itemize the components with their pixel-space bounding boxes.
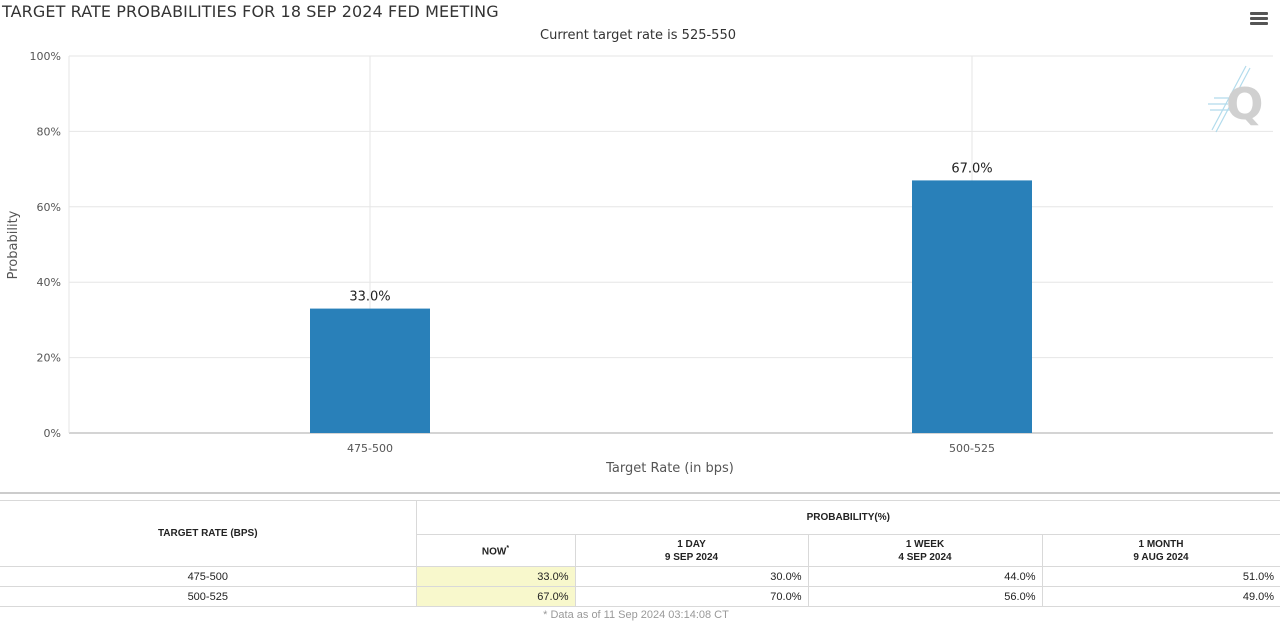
one-day-column-header: 1 DAY 9 SEP 2024 (574, 534, 809, 567)
y-tick-label: 60% (37, 201, 61, 214)
one-month-cell: 49.0% (1041, 586, 1280, 607)
one-month-label: 1 MONTH (1138, 538, 1184, 550)
bar-500-525[interactable] (912, 180, 1032, 433)
data-timestamp-footnote: * Data as of 11 Sep 2024 03:14:08 CT (543, 609, 729, 621)
y-tick-label: 20% (37, 352, 61, 365)
one-day-cell: 30.0% (574, 566, 809, 587)
target-rate-header: TARGET RATE (BPS) (0, 500, 417, 567)
one-month-cell: 51.0% (1041, 566, 1280, 587)
data-label: 67.0% (951, 161, 992, 176)
probability-header: PROBABILITY(%) (415, 500, 1280, 535)
x-axis-title: Target Rate (in bps) (605, 461, 734, 476)
one-week-cell: 56.0% (807, 586, 1043, 607)
x-tick-label: 500-525 (949, 442, 995, 455)
rate-cell: 500-525 (0, 586, 417, 607)
y-tick-label: 0% (44, 427, 61, 440)
chart-area: TARGET RATE PROBABILITIES FOR 18 SEP 202… (2, 2, 1273, 476)
rate-cell: 475-500 (0, 566, 417, 587)
one-week-cell: 44.0% (807, 566, 1043, 587)
q-logo-icon: Q (1208, 65, 1263, 133)
y-tick-label: 80% (37, 125, 61, 138)
one-month-date: 9 AUG 2024 (1133, 551, 1189, 563)
now-label: NOW (481, 546, 507, 558)
chart-title: TARGET RATE PROBABILITIES FOR 18 SEP 202… (2, 2, 499, 21)
y-axis-title: Probability (6, 210, 21, 279)
bar-475-500[interactable] (310, 308, 430, 433)
now-asterisk: * (506, 545, 510, 553)
table-row: 475-500 33.0% 30.0% 44.0% 51.0% (0, 566, 1280, 587)
now-cell: 67.0% (415, 586, 576, 607)
y-tick-label: 40% (37, 276, 61, 289)
now-column-header: NOW* (415, 534, 576, 567)
bar-chart: Q 0% 20% 40% 60% 80% 100% 33.0% 475-500 67.0% 500… (6, 50, 1273, 476)
one-week-label: 1 WEEK (905, 538, 945, 550)
hamburger-menu-icon[interactable] (1250, 12, 1268, 28)
data-label: 33.0% (349, 290, 390, 305)
probability-table: TARGET RATE (BPS) PROBABILITY(%) NOW* 1 … (0, 500, 1280, 607)
chart-subtitle: Current target rate is 525-550 (540, 28, 736, 43)
one-day-date: 9 SEP 2024 (664, 551, 719, 563)
one-day-cell: 70.0% (574, 586, 809, 607)
x-tick-label: 475-500 (347, 442, 393, 455)
one-day-label: 1 DAY (677, 538, 706, 550)
divider (0, 492, 1280, 494)
one-week-date: 4 SEP 2024 (898, 551, 952, 563)
y-tick-label: 100% (30, 50, 61, 63)
one-week-column-header: 1 WEEK 4 SEP 2024 (807, 534, 1043, 567)
one-month-column-header: 1 MONTH 9 AUG 2024 (1041, 534, 1280, 567)
table-row: 500-525 67.0% 70.0% 56.0% 49.0% (0, 586, 1280, 607)
now-cell: 33.0% (415, 566, 576, 587)
svg-text:Q: Q (1226, 79, 1263, 130)
